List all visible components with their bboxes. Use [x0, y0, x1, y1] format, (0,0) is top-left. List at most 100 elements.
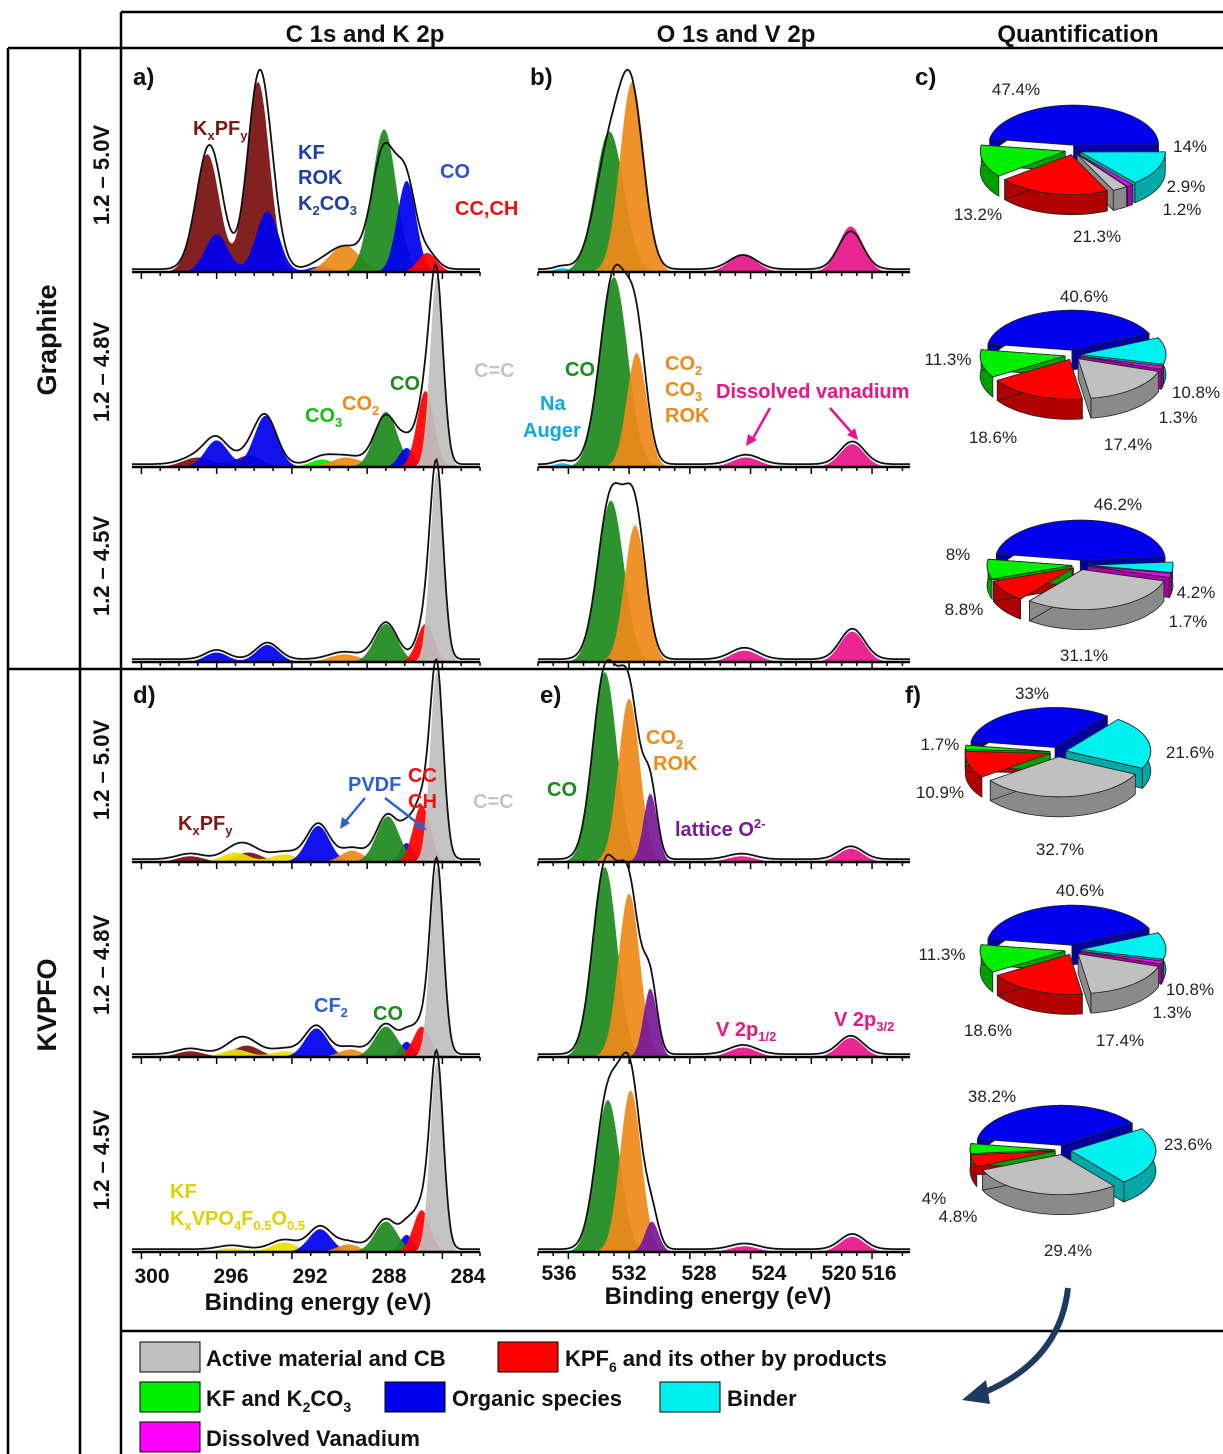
legend-swatch-active	[139, 1341, 201, 1373]
arrow-dissolved-1	[750, 407, 772, 441]
ann-c-eq-c: C=C	[474, 360, 515, 382]
ann-co: CO	[440, 161, 470, 183]
pie-label: 11.3%	[919, 945, 966, 964]
tick-label: 528	[681, 1262, 716, 1285]
header-quantification: Quantification	[997, 21, 1158, 48]
peak-co2-co3-rok	[538, 525, 910, 662]
pie-slice	[1078, 151, 1166, 184]
pie-label: 17.4%	[1104, 435, 1152, 454]
o1s-tick-labels: 536 532 528 524 520 516	[541, 1262, 896, 1285]
pie-slice	[970, 707, 1109, 748]
peak-co2-rok	[538, 893, 910, 1057]
ann-ch: CH	[408, 791, 437, 813]
ann-o-rok: ROK	[665, 405, 710, 427]
pie-label: 13.2%	[954, 205, 1002, 224]
ann-auger: Auger	[523, 420, 581, 442]
peak-dissolved-vanadium	[538, 226, 910, 272]
pie-label: 1.3%	[1153, 1003, 1192, 1022]
legend-swatch-kpf6	[497, 1341, 559, 1373]
peak-cc-ch	[132, 253, 480, 272]
pie-slice	[989, 756, 1137, 798]
pie-slice	[964, 750, 1051, 778]
ann-rok: ROK	[298, 167, 343, 189]
pie-slice	[981, 1154, 1115, 1195]
arrow-pvdf-1	[344, 797, 366, 823]
tick-label: 292	[292, 1265, 327, 1288]
spectrum-e	[537, 658, 910, 869]
ann-kf: KF	[298, 142, 325, 164]
peak-k-species	[132, 415, 480, 467]
legend-swatch-binder	[659, 1381, 721, 1413]
pie-label: 18.6%	[964, 1021, 1012, 1040]
legend-swatch-vanadium	[139, 1421, 201, 1453]
header-c1s: C 1s and K 2p	[286, 21, 445, 48]
peak-c-c	[132, 1062, 480, 1252]
peak-c-c	[132, 472, 480, 662]
peak-co	[132, 129, 480, 272]
legend-label-kpf6: KPF6 and its other by products	[565, 1346, 887, 1375]
tick-label: 300	[134, 1265, 169, 1288]
pie-label: 1.7%	[1169, 612, 1208, 631]
pie-slice	[987, 309, 1150, 351]
peak-kf-kvpof	[132, 1049, 480, 1057]
envelope-line	[132, 68, 480, 270]
arrowhead-icon	[847, 428, 858, 440]
envelope-line	[538, 1051, 910, 1250]
ann-v2p-32: V 2p3/2	[834, 1009, 894, 1034]
spectrum-a	[132, 262, 481, 474]
peak-co2-co3-rok	[538, 353, 910, 467]
pie-c: 40.6% 10.8% 1.3% 17.4% 18.6% 11.3%	[925, 287, 1221, 454]
peak-dissolved-vanadium	[538, 631, 910, 662]
x-axis-title: Binding energy (eV)	[605, 1283, 832, 1310]
pie-label: 4%	[922, 1189, 947, 1208]
pie-label: 23.6%	[1164, 1135, 1212, 1154]
spectrum-d	[132, 855, 481, 1064]
pie-slice	[1080, 337, 1167, 365]
pie-label: 21.6%	[1166, 743, 1214, 762]
ann-k2co3: K2CO3	[298, 193, 357, 218]
peak-pvdf	[132, 825, 480, 862]
peak-c-c	[132, 672, 480, 862]
pie-slice	[1028, 569, 1165, 610]
ann-c-eq-c: C=C	[473, 791, 514, 813]
pie-slice	[1087, 565, 1172, 578]
arrowhead-icon	[340, 817, 350, 829]
envelope-line	[538, 263, 910, 465]
voltage-label: 1.2 – 4.5V	[89, 516, 114, 617]
pie-slice	[964, 744, 1051, 752]
tick-label: 516	[861, 1262, 896, 1285]
peak-co-blue-	[132, 180, 480, 272]
pie-label: 33%	[1015, 684, 1049, 703]
envelope-line	[132, 855, 480, 1055]
ann-kf-yellow: KF	[170, 1181, 197, 1203]
peak-v-2p	[538, 848, 910, 862]
tick-label: 284	[450, 1265, 485, 1288]
voltage-label: 1.2 – 5.0V	[89, 720, 114, 821]
envelope-line	[538, 482, 910, 660]
peak-co	[538, 672, 910, 862]
section-kvpfo: KVPFO	[32, 958, 62, 1051]
legend-label-organic: Organic species	[452, 1386, 622, 1411]
pie-label: 21.3%	[1073, 227, 1121, 246]
ann-kvpo: KxVPO4F0.5O0.5	[170, 1208, 305, 1233]
pie-label: 14%	[1173, 137, 1207, 156]
envelope-line	[538, 853, 910, 1055]
pie-label: 32.7%	[1036, 840, 1084, 859]
pie-label: 17.4%	[1096, 1031, 1144, 1050]
peak-cf2	[132, 1028, 480, 1057]
pie-slice	[989, 104, 1160, 146]
peak-co	[132, 1026, 480, 1057]
pie-slice	[987, 904, 1150, 946]
ann-co-green: CO	[390, 373, 420, 395]
peak-v-2p	[538, 1038, 910, 1057]
frame-lines	[6, 10, 1223, 1454]
pie-slice	[996, 953, 1083, 995]
ann-o-co2: CO2	[665, 353, 702, 378]
arrowhead-icon	[746, 434, 757, 446]
voltage-label: 1.2 – 4.5V	[89, 1110, 114, 1211]
ann-co3: CO3	[305, 405, 342, 430]
ann-na: Na	[540, 393, 566, 415]
pie-label: 8.8%	[945, 600, 984, 619]
spectrum-b	[537, 482, 910, 669]
pie-slice	[1080, 356, 1164, 370]
